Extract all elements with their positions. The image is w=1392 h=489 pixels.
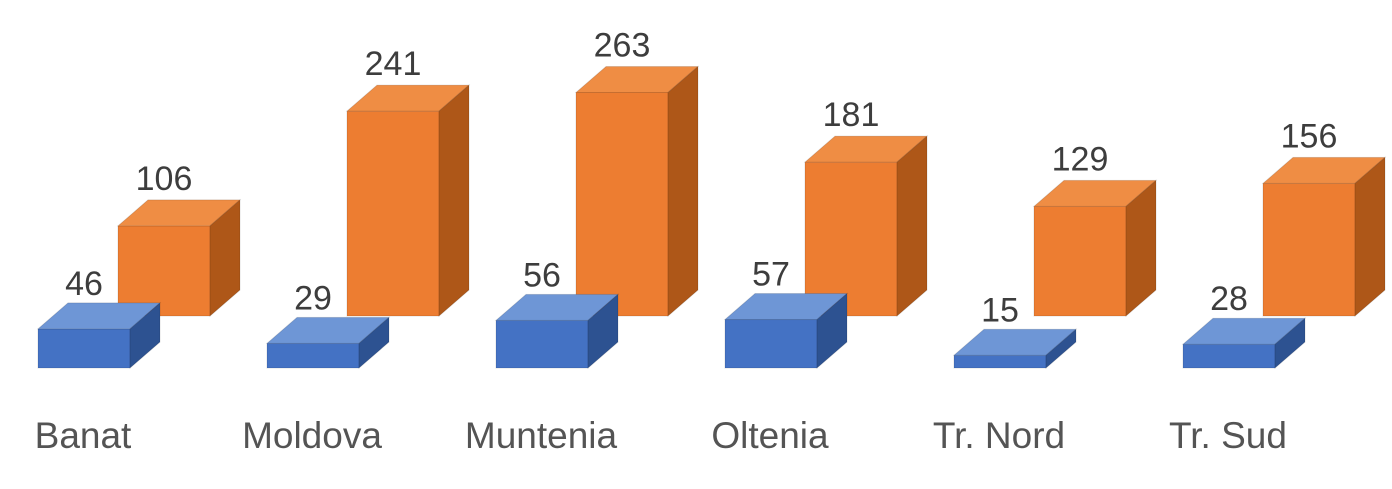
bar-front-face [575, 91, 669, 317]
value-label-blue: 56 [523, 256, 561, 294]
bar-side-face [1125, 179, 1157, 318]
bar-orange-series [1032, 179, 1158, 318]
bar-side-face [358, 316, 390, 370]
bar-blue-series [494, 293, 620, 370]
bar-front-face [495, 319, 589, 369]
bar-front-face [37, 328, 131, 369]
value-label-orange: 241 [365, 45, 422, 83]
bar-front-face [346, 110, 440, 317]
bar-side-face [587, 293, 619, 370]
bar-side-face [1045, 328, 1077, 370]
bar-side-face [1354, 156, 1386, 318]
bar-front-face [266, 342, 360, 369]
value-label-orange: 181 [823, 96, 880, 134]
bar-front-face [1182, 343, 1276, 369]
bar-orange-series [803, 135, 929, 318]
bar-side-face [667, 65, 699, 318]
value-label-blue: 28 [1210, 280, 1248, 318]
value-label-orange: 156 [1281, 117, 1338, 155]
bar-orange-series [345, 84, 471, 318]
category-group: 29 241 Moldova [242, 45, 471, 456]
bar-blue-series [723, 292, 849, 370]
bar-side-face [1274, 317, 1306, 370]
bar-orange-series [1261, 156, 1387, 318]
value-label-blue: 29 [294, 279, 332, 317]
value-label-blue: 46 [65, 265, 103, 303]
bar-side-face [816, 292, 848, 370]
bar-side-face [129, 301, 161, 370]
bar-front-face [953, 354, 1047, 369]
bar-orange-series [116, 198, 242, 318]
category-label: Moldova [242, 415, 382, 456]
value-label-orange: 129 [1052, 140, 1109, 178]
bar-front-face [804, 161, 898, 317]
category-label: Tr. Sud [1169, 415, 1287, 456]
bar-front-face [1262, 182, 1356, 317]
bar-blue-series [36, 301, 162, 370]
bar-front-face [724, 319, 818, 369]
category-group: 46 106 Banat [35, 160, 242, 456]
bar-front-face [1033, 205, 1127, 317]
bar-blue-series [1181, 317, 1307, 370]
value-label-orange: 263 [594, 26, 651, 64]
category-group: 28 156 Tr. Sud [1169, 117, 1387, 456]
bar-blue-series [265, 316, 391, 370]
category-label: Tr. Nord [933, 415, 1065, 456]
category-group: 15 129 Tr. Nord [933, 140, 1158, 456]
category-group: 56 263 Muntenia [465, 26, 700, 456]
bar-orange-series [574, 65, 700, 318]
bar-front-face [117, 225, 211, 317]
bar-side-face [209, 198, 241, 318]
value-label-blue: 57 [752, 256, 790, 294]
category-label: Muntenia [465, 415, 618, 456]
bar-blue-series [952, 328, 1078, 370]
bar-side-face [438, 84, 470, 318]
value-label-blue: 15 [981, 291, 1019, 329]
value-label-orange: 106 [136, 160, 193, 198]
bar-side-face [896, 135, 928, 318]
category-label: Oltenia [711, 415, 829, 456]
category-label: Banat [35, 415, 132, 456]
category-group: 57 181 Oltenia [711, 96, 929, 456]
